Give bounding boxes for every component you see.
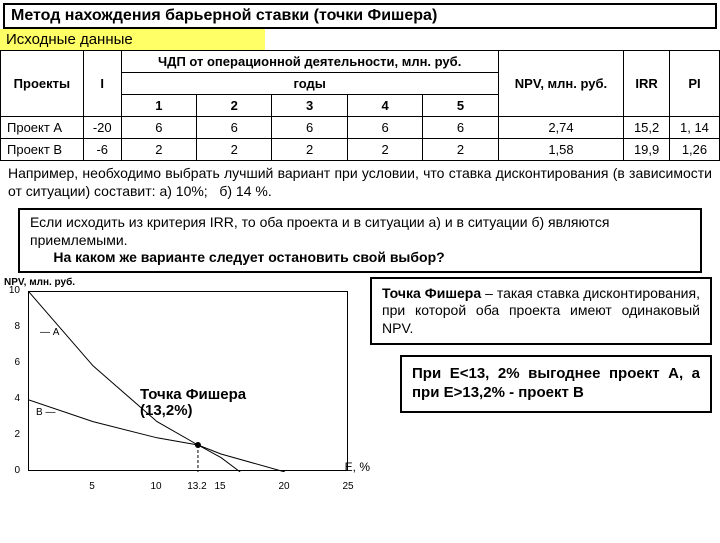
cell: 6 — [197, 117, 272, 139]
box-irr-text1: Если исходить из критерия IRR, то оба пр… — [30, 214, 610, 248]
cell: 1,58 — [498, 139, 624, 161]
table-row: Проект В -6 2 2 2 2 2 1,58 19,9 1,26 — [1, 139, 720, 161]
cell: 19,9 — [624, 139, 670, 161]
fisher-def-a: Точка Фишера — [382, 285, 481, 301]
th-i: I — [83, 51, 121, 117]
chart: NPV, млн. руб. 0246810 51013.2152025 — А… — [0, 277, 370, 492]
cell: -6 — [83, 139, 121, 161]
paragraph-1: Например, необходимо выбрать лучший вари… — [0, 161, 720, 204]
box-irr: Если исходить из критерия IRR, то оба пр… — [18, 208, 702, 273]
th-y3: 3 — [272, 95, 347, 117]
th-chdp: ЧДП от операционной деятельности, млн. р… — [121, 51, 498, 73]
fisher-label-a: Точка Фишера — [140, 386, 246, 403]
cell: -20 — [83, 117, 121, 139]
cell: 2 — [347, 139, 422, 161]
cell: 1,26 — [669, 139, 719, 161]
cell: Проект В — [1, 139, 84, 161]
th-irr: IRR — [624, 51, 670, 117]
th-y2: 2 — [197, 95, 272, 117]
cell: 6 — [272, 117, 347, 139]
conclusion-box: При Е<13, 2% выгоднее проект А, а при Е>… — [400, 355, 712, 413]
th-y4: 4 — [347, 95, 422, 117]
th-projects: Проекты — [1, 51, 84, 117]
th-y5: 5 — [423, 95, 498, 117]
table-row: Проект А -20 6 6 6 6 6 2,74 15,2 1, 14 — [1, 117, 720, 139]
page-title: Метод нахождения барьерной ставки (точки… — [3, 3, 717, 29]
fisher-definition-box: Точка Фишера – такая ставка дисконтирова… — [370, 277, 712, 346]
th-pi: PI — [669, 51, 719, 117]
cell: 6 — [121, 117, 196, 139]
th-npv: NPV, млн. руб. — [498, 51, 624, 117]
th-y1: 1 — [121, 95, 196, 117]
cell: 6 — [347, 117, 422, 139]
chart-svg — [29, 292, 349, 472]
cell: 6 — [423, 117, 498, 139]
legend-b: В — — [36, 407, 55, 418]
cell: 2,74 — [498, 117, 624, 139]
th-years: годы — [121, 73, 498, 95]
data-table: Проекты I ЧДП от операционной деятельнос… — [0, 50, 720, 161]
cell: Проект А — [1, 117, 84, 139]
x-axis-title: E, % — [345, 460, 370, 474]
subtitle: Исходные данные — [0, 29, 265, 50]
cell: 2 — [197, 139, 272, 161]
cell: 2 — [423, 139, 498, 161]
fisher-label: Точка Фишера (13,2%) — [140, 387, 246, 420]
box-irr-text2: На каком же варианте следует остановить … — [53, 249, 444, 265]
cell: 1, 14 — [669, 117, 719, 139]
legend-a: — А — [40, 327, 59, 338]
cell: 15,2 — [624, 117, 670, 139]
cell: 2 — [272, 139, 347, 161]
cell: 2 — [121, 139, 196, 161]
fisher-label-b: (13,2%) — [140, 402, 193, 419]
